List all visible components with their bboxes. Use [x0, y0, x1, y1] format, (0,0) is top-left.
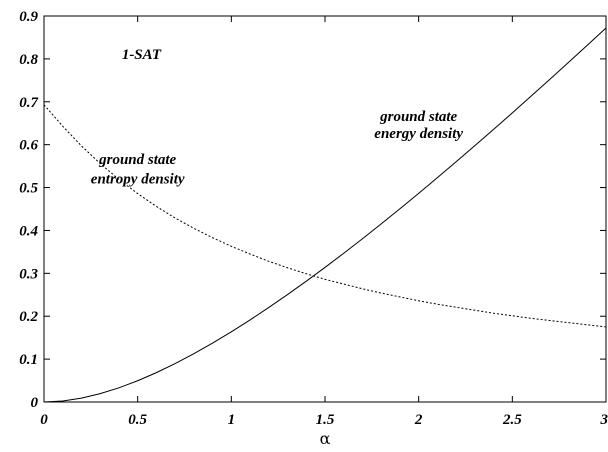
y-tick-label: 0.5 — [19, 181, 38, 197]
y-tick-label: 0.7 — [19, 95, 38, 111]
y-tick-label: 0.3 — [19, 266, 38, 282]
series — [44, 28, 606, 402]
y-tick-label: 0.6 — [19, 138, 38, 154]
annotations: 1-SAT ground state entropy density ground s… — [91, 47, 464, 187]
x-tick-label: 0 — [40, 412, 48, 428]
y-tick-label: 0.2 — [19, 309, 38, 325]
y-tick-label: 0 — [31, 395, 39, 411]
x-axis-label: α — [320, 429, 331, 448]
entropy-density-line — [44, 105, 606, 327]
x-tick-label: 0.5 — [128, 412, 147, 428]
x-tick-label: 1 — [228, 412, 236, 428]
x-tick-label: 3 — [600, 412, 608, 428]
x-tick-label: 1.5 — [316, 412, 335, 428]
annotation-label: ground state — [379, 109, 457, 125]
annotation-label: energy density — [374, 126, 463, 142]
y-tick-label: 0.8 — [19, 52, 38, 68]
y-tick-label: 0.1 — [19, 352, 38, 368]
x-tick-label: 2 — [414, 412, 423, 428]
ticks: 0 0.1 0.2 0.3 0.4 0.5 0.6 0.7 0.8 0.9 0 0.5 1 1.5 2 2.5… — [19, 9, 608, 428]
annotation-label: entropy density — [91, 171, 185, 187]
annotation-label: ground state — [98, 152, 176, 168]
energy-density-line — [44, 28, 606, 402]
x-tick-label: 2.5 — [502, 412, 522, 428]
plot-frame — [44, 16, 606, 402]
y-tick-label: 0.9 — [19, 9, 38, 25]
annotation-label: 1-SAT — [122, 47, 162, 63]
y-tick-label: 0.4 — [19, 223, 38, 239]
